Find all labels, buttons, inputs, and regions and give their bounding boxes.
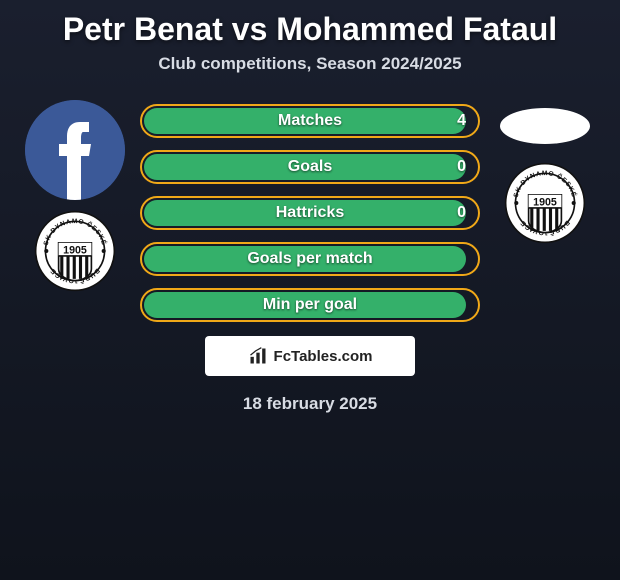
- club-crest-left: SK DYNAMO ČESKÉ BUDĚJOVICE 1905: [34, 210, 116, 292]
- stat-value-left: 0: [457, 204, 466, 222]
- stat-bar: Min per goal: [140, 288, 480, 322]
- main-row: SK DYNAMO ČESKÉ BUDĚJOVICE 1905 Matches4…: [0, 104, 620, 322]
- stat-value-left: 0: [457, 158, 466, 176]
- player-left-column: SK DYNAMO ČESKÉ BUDĚJOVICE 1905: [20, 104, 130, 292]
- stat-bar: Hattricks0: [140, 196, 480, 230]
- page-title: Petr Benat vs Mohammed Fataul: [43, 10, 577, 48]
- svg-text:1905: 1905: [533, 197, 557, 209]
- stat-bar: Matches4: [140, 104, 480, 138]
- subtitle: Club competitions, Season 2024/2025: [158, 54, 461, 74]
- stat-bar: Goals0: [140, 150, 480, 184]
- stats-column: Matches4Goals0Hattricks0Goals per matchM…: [140, 104, 480, 322]
- date-line: 18 february 2025: [243, 394, 377, 414]
- fctables-label: FcTables.com: [274, 348, 373, 365]
- club-crest-right: SK DYNAMO ČESKÉ BUDĚJOVICE 1905: [504, 162, 586, 244]
- stat-value-left: 4: [457, 112, 466, 130]
- player-right-column: SK DYNAMO ČESKÉ BUDĚJOVICE 1905: [490, 104, 600, 244]
- stat-label: Goals per match: [142, 250, 478, 268]
- stat-label: Matches: [142, 112, 478, 130]
- fctables-badge[interactable]: FcTables.com: [205, 336, 415, 376]
- facebook-icon: [25, 100, 125, 200]
- stat-label: Hattricks: [142, 204, 478, 222]
- comparison-card: Petr Benat vs Mohammed Fataul Club compe…: [0, 0, 620, 414]
- player-right-photo: [500, 108, 590, 144]
- player-left-photo: [25, 100, 125, 200]
- stat-label: Goals: [142, 158, 478, 176]
- stat-label: Min per goal: [142, 296, 478, 314]
- stat-bar: Goals per match: [140, 242, 480, 276]
- svg-text:1905: 1905: [63, 245, 87, 257]
- chart-icon: [248, 346, 268, 366]
